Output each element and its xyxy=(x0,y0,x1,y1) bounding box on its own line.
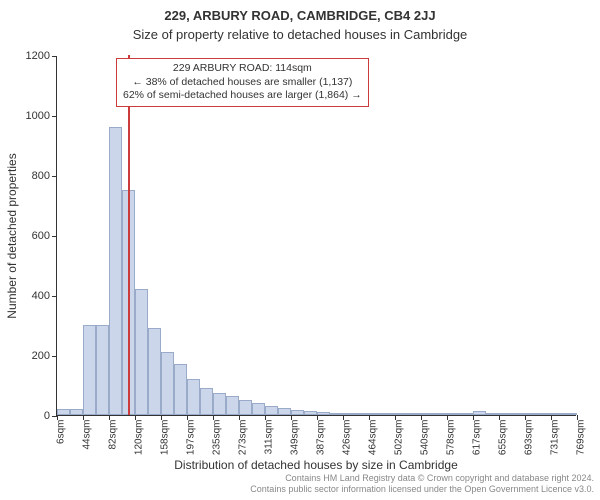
y-tick-mark xyxy=(52,356,57,358)
x-tick-label: 769sqm xyxy=(576,420,587,470)
chart-area: Number of detached properties 6sqm44sqm8… xyxy=(56,56,576,416)
x-tick-label: 44sqm xyxy=(82,420,93,470)
histogram-bar xyxy=(525,413,538,415)
x-tick-label: 693sqm xyxy=(524,420,535,470)
histogram-bar xyxy=(226,396,239,416)
histogram-bar xyxy=(148,328,161,415)
histogram-bar xyxy=(57,409,70,415)
histogram-bar xyxy=(304,411,317,415)
y-tick-label: 1200 xyxy=(20,50,50,62)
title-subtitle: Size of property relative to detached ho… xyxy=(0,23,600,42)
histogram-bar xyxy=(70,409,83,415)
histogram-bar xyxy=(356,413,369,415)
histogram-bar xyxy=(395,413,408,415)
y-tick-mark xyxy=(52,56,57,58)
plot-area: 6sqm44sqm82sqm120sqm158sqm197sqm235sqm27… xyxy=(56,56,576,416)
histogram-bar xyxy=(317,412,330,415)
y-tick-label: 600 xyxy=(20,230,50,242)
histogram-bar xyxy=(460,413,473,415)
histogram-bar xyxy=(278,408,291,416)
histogram-bar xyxy=(213,393,226,416)
figure-container: 229, ARBURY ROAD, CAMBRIDGE, CB4 2JJ Siz… xyxy=(0,0,600,500)
histogram-bar xyxy=(369,413,382,415)
y-tick-label: 200 xyxy=(20,350,50,362)
histogram-bar xyxy=(83,325,96,415)
x-tick-label: 120sqm xyxy=(134,420,145,470)
annotation-line: 229 ARBURY ROAD: 114sqm xyxy=(123,62,362,76)
histogram-bar xyxy=(421,413,434,415)
x-tick-label: 82sqm xyxy=(108,420,119,470)
y-tick-label: 1000 xyxy=(20,110,50,122)
y-tick-mark xyxy=(52,296,57,298)
footer-attribution: Contains HM Land Registry data © Crown c… xyxy=(250,473,594,496)
histogram-bar xyxy=(343,413,356,415)
histogram-bar xyxy=(551,413,564,415)
histogram-bar xyxy=(161,352,174,415)
footer-line-2: Contains public sector information licen… xyxy=(250,484,594,496)
x-tick-label: 6sqm xyxy=(56,420,67,470)
annotation-line: ← 38% of detached houses are smaller (1,… xyxy=(123,76,362,90)
histogram-bar xyxy=(408,413,421,415)
histogram-bar xyxy=(252,403,265,415)
histogram-bar xyxy=(564,413,577,415)
histogram-bar xyxy=(265,406,278,415)
marker-annotation: 229 ARBURY ROAD: 114sqm← 38% of detached… xyxy=(116,58,369,107)
x-tick-label: 617sqm xyxy=(472,420,483,470)
y-axis-label: Number of detached properties xyxy=(5,153,19,318)
histogram-bar xyxy=(187,379,200,415)
x-tick-label: 158sqm xyxy=(160,420,171,470)
histogram-bar xyxy=(174,364,187,415)
histogram-bar xyxy=(499,413,512,415)
histogram-bar xyxy=(330,413,343,415)
x-tick-label: 655sqm xyxy=(498,420,509,470)
histogram-bar xyxy=(200,388,213,415)
histogram-bar xyxy=(96,325,109,415)
y-tick-mark xyxy=(52,116,57,118)
histogram-bar xyxy=(447,413,460,415)
histogram-bar xyxy=(486,413,499,415)
histogram-bar xyxy=(434,413,447,415)
histogram-bar xyxy=(239,400,252,415)
y-tick-label: 0 xyxy=(20,410,50,422)
histogram-bar xyxy=(135,289,148,415)
x-axis-label: Distribution of detached houses by size … xyxy=(174,458,458,472)
histogram-bar xyxy=(512,413,525,415)
footer-line-1: Contains HM Land Registry data © Crown c… xyxy=(250,473,594,485)
title-address: 229, ARBURY ROAD, CAMBRIDGE, CB4 2JJ xyxy=(0,0,600,23)
y-tick-mark xyxy=(52,176,57,178)
property-marker-line xyxy=(128,55,130,415)
histogram-bar xyxy=(291,410,304,415)
annotation-line: 62% of semi-detached houses are larger (… xyxy=(123,89,362,103)
x-tick-label: 731sqm xyxy=(550,420,561,470)
histogram-bar xyxy=(382,413,395,415)
y-tick-label: 800 xyxy=(20,170,50,182)
histogram-bar xyxy=(538,413,551,415)
histogram-bar xyxy=(473,411,486,415)
y-tick-mark xyxy=(52,236,57,238)
y-tick-label: 400 xyxy=(20,290,50,302)
histogram-bar xyxy=(109,127,122,415)
